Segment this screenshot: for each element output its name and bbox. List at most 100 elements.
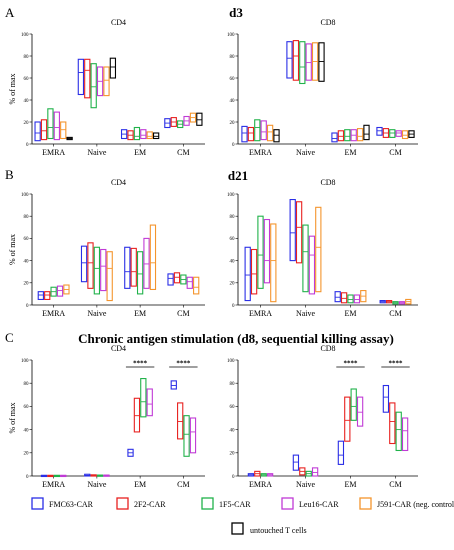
- y-tick-label: 0: [26, 475, 29, 480]
- y-tick-label: 80: [230, 382, 236, 387]
- range-bar: [273, 129, 280, 143]
- range-bar: [90, 63, 97, 109]
- range-bar: [40, 119, 48, 141]
- range-bar: [130, 247, 137, 287]
- range-bar: [299, 41, 306, 85]
- significance-label: ****: [344, 360, 359, 368]
- range-bar: [109, 57, 117, 79]
- y-tick-label: 60: [24, 405, 30, 410]
- range-bar: [292, 454, 300, 471]
- x-tick-label: CM: [389, 309, 401, 318]
- legend-label: 2F2-CAR: [134, 500, 166, 509]
- x-tick-label: EMRA: [42, 480, 65, 489]
- range-bar: [177, 402, 184, 440]
- x-tick-label: EM: [345, 309, 357, 318]
- range-bar: [382, 384, 390, 413]
- chart-2: CD4 0 20 40 60 80 100 % of max EMRA Naive EM CM: [8, 178, 205, 318]
- x-tick-label: EMRA: [249, 148, 272, 157]
- range-bar: [77, 58, 85, 96]
- range-bar: [87, 242, 94, 289]
- range-bar: [266, 124, 274, 142]
- legend-swatch: [201, 497, 214, 510]
- y-tick-label: 80: [24, 55, 30, 60]
- panel-letter-a: A: [5, 5, 15, 20]
- y-tick-label: 20: [230, 452, 236, 457]
- y-tick-label: 0: [232, 304, 235, 309]
- y-tick-label: 100: [227, 33, 235, 38]
- range-bar: [186, 276, 193, 289]
- range-bar: [318, 42, 325, 82]
- range-bar: [247, 126, 255, 142]
- range-bar: [286, 41, 293, 79]
- y-tick-label: 100: [227, 359, 235, 364]
- legend-label: untouched T cells: [250, 526, 307, 535]
- chart-4: CD4 0 20 40 60 80 100 % of max EMRA Naive EM CM ****…: [8, 344, 205, 489]
- x-tick-label: CM: [177, 480, 189, 489]
- chart-title: CD4: [111, 18, 126, 27]
- significance-label: ****: [176, 360, 191, 368]
- chart-title: CD4: [111, 344, 126, 353]
- range-bar: [133, 397, 141, 433]
- x-tick-label: EM: [345, 480, 357, 489]
- range-bar: [196, 112, 203, 126]
- x-tick-label: EMRA: [42, 309, 65, 318]
- range-bar: [56, 285, 64, 297]
- range-bar: [356, 128, 364, 142]
- legend-label: Leu16-CAR: [299, 500, 339, 509]
- y-tick-label: 0: [232, 475, 235, 480]
- x-tick-label: EMRA: [249, 480, 272, 489]
- x-tick-label: EM: [345, 148, 357, 157]
- range-bar: [302, 224, 309, 293]
- range-bar: [53, 111, 60, 141]
- x-tick-label: CM: [177, 148, 189, 157]
- panel-title-c: Chronic antigen stimulation (d8, sequent…: [78, 331, 394, 346]
- range-bar: [37, 291, 44, 300]
- range-bar: [84, 58, 91, 99]
- range-bar: [292, 40, 300, 81]
- significance-label: ****: [389, 360, 404, 368]
- range-bar: [173, 272, 181, 284]
- x-tick-label: CM: [177, 309, 189, 318]
- range-bar: [146, 388, 153, 417]
- panel-title-a: d3: [229, 5, 243, 20]
- legend-label: J591-CAR (neg. control): [377, 500, 454, 509]
- chart-title: CD8: [320, 18, 335, 27]
- range-bar: [311, 467, 319, 477]
- range-bar: [401, 130, 409, 140]
- y-tick-label: 20: [24, 452, 30, 457]
- y-tick-label: 100: [21, 33, 29, 38]
- x-tick-label: CM: [389, 480, 401, 489]
- range-bar: [100, 248, 107, 292]
- range-bar: [34, 121, 41, 142]
- range-bar: [183, 415, 190, 457]
- y-tick-label: 0: [26, 304, 29, 309]
- range-bar: [60, 121, 67, 140]
- y-tick-label: 20: [230, 121, 236, 126]
- chart-0: CD4 0 20 40 60 80 100 % of max EMRA Naive EM CM: [8, 18, 205, 157]
- range-bar: [80, 245, 88, 283]
- y-axis-label: % of max: [8, 73, 17, 104]
- y-tick-label: 80: [24, 382, 30, 387]
- x-tick-label: Naive: [296, 480, 316, 489]
- y-tick-label: 0: [26, 143, 29, 148]
- range-bar: [47, 108, 54, 140]
- y-tick-label: 60: [24, 77, 30, 82]
- range-bar: [244, 246, 251, 302]
- y-tick-label: 20: [24, 282, 30, 287]
- x-tick-label: EMRA: [42, 148, 65, 157]
- chart-title: CD4: [111, 178, 126, 187]
- range-bar: [189, 417, 197, 454]
- x-tick-label: Naive: [87, 148, 107, 157]
- range-bar: [356, 396, 364, 427]
- y-tick-label: 0: [232, 143, 235, 148]
- range-bar: [170, 380, 177, 390]
- range-bar: [106, 251, 113, 302]
- y-tick-label: 100: [21, 193, 29, 198]
- chart-title: CD8: [320, 178, 335, 187]
- legend-swatch: [281, 497, 294, 510]
- y-tick-label: 80: [24, 215, 30, 220]
- range-bar: [295, 201, 303, 264]
- y-axis-label: % of max: [8, 402, 17, 433]
- range-bar: [44, 291, 51, 300]
